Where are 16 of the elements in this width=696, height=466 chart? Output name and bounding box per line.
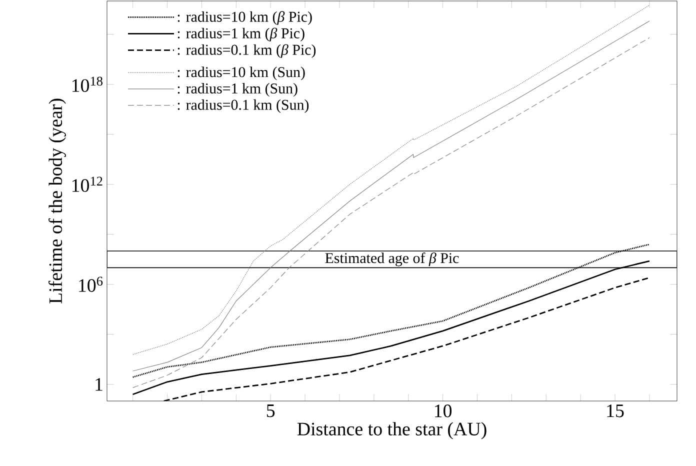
legend-label: : radius=0.1 km (Sun) (178, 99, 309, 113)
x-axis-title: Distance to the star (AU) (297, 422, 486, 440)
legend-label: : radius=1 km (Sun) (178, 83, 298, 97)
legend-label: : radius=10 km (β Pic) (178, 11, 312, 25)
legend-label: : radius=0.1 km (β Pic) (178, 44, 316, 58)
y-axis-title: Lifetime of the body (year) (48, 98, 66, 304)
y-tick-label: 10$^{12}$ (72, 176, 102, 192)
legend-label: : radius=10 km (Sun) (178, 66, 305, 80)
band-label: Estimated age of β Pic (325, 252, 459, 266)
legend-label: : radius=1 km (β Pic) (178, 28, 304, 42)
y-tick-label: 1 (96, 378, 102, 391)
x-tick-label: 10 (434, 404, 452, 418)
x-tick-label: 5 (266, 404, 275, 418)
x-tick-label: 15 (607, 404, 624, 418)
y-tick-label: 10$^{6}$ (79, 276, 103, 292)
y-tick-label: 10$^{18}$ (72, 76, 102, 92)
